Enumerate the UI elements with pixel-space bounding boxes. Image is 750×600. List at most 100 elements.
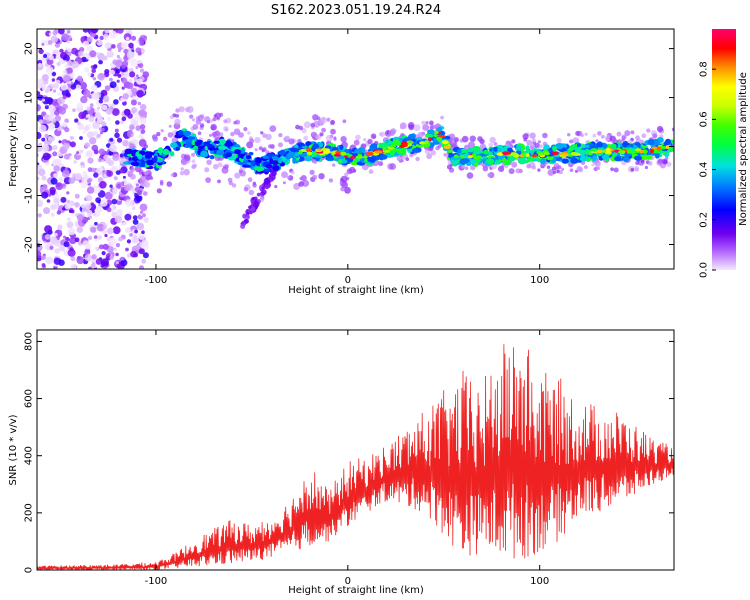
- heatmap-cell: [254, 157, 262, 164]
- heatmap-cell: [128, 42, 134, 49]
- heatmap-cell: [78, 111, 86, 120]
- heatmap-cell: [561, 158, 569, 164]
- heatmap-cell: [585, 144, 590, 148]
- heatmap-cell: [295, 124, 300, 130]
- heatmap-cell: [303, 121, 311, 129]
- heatmap-cell: [272, 165, 280, 171]
- heatmap-cell: [498, 155, 504, 160]
- heatmap-cell: [102, 225, 107, 230]
- snr-x-axis-label: Height of straight line (km): [288, 585, 424, 596]
- heatmap-cell: [44, 105, 49, 110]
- heatmap-cell: [37, 168, 46, 176]
- heatmap-cell: [441, 140, 449, 145]
- heatmap-cell: [58, 29, 65, 35]
- heatmap-cell: [39, 124, 47, 133]
- heatmap-cell: [200, 150, 208, 157]
- heatmap-cell: [70, 84, 77, 90]
- heatmap-cell: [98, 59, 103, 65]
- heatmap-cell: [156, 131, 161, 137]
- heatmap-cell: [317, 116, 321, 121]
- heatmap-cell: [277, 157, 283, 164]
- heatmap-cell: [502, 151, 509, 156]
- heatmap-cell: [182, 130, 192, 137]
- heatmap-cell: [184, 139, 193, 143]
- heatmap-cell: [74, 172, 82, 181]
- heatmap-cell: [412, 141, 417, 145]
- heatmap-cell: [90, 29, 99, 34]
- heatmap-cell: [120, 222, 124, 226]
- heatmap-cell: [325, 134, 333, 142]
- heatmap-cell: [116, 29, 124, 34]
- heatmap-cell: [111, 108, 120, 116]
- heatmap-cell: [389, 150, 396, 155]
- heatmap-cell: [101, 104, 108, 111]
- heatmap-cell: [74, 79, 78, 83]
- heatmap-cell: [87, 157, 94, 164]
- heatmap-cell: [561, 152, 569, 157]
- heatmap-cell: [209, 155, 215, 160]
- heatmap-cell: [438, 135, 447, 138]
- snr-x-ticks: -100 0 100: [145, 330, 549, 587]
- heatmap-cell: [278, 133, 283, 138]
- heatmap-cell: [82, 240, 90, 247]
- heatmap-cell: [644, 165, 649, 170]
- colorbar-tick-label: 0.8: [699, 61, 710, 77]
- heatmap-cell: [303, 135, 309, 141]
- heatmap-cell: [191, 152, 196, 157]
- heatmap-cell: [453, 154, 459, 159]
- heatmap-cell: [105, 108, 113, 115]
- heatmap-cell: [319, 132, 324, 137]
- heatmap-cell: [545, 155, 554, 161]
- heatmap-cell: [76, 256, 85, 265]
- heatmap-cell: [630, 167, 635, 172]
- heatmap-cell: [260, 131, 264, 135]
- heatmap-cell: [137, 60, 141, 65]
- heatmap-cell: [91, 254, 97, 260]
- heatmap-cell: [515, 168, 521, 174]
- heatmap-cell: [99, 130, 104, 135]
- heatmap-cell: [42, 144, 50, 152]
- heatmap-cell: [85, 114, 90, 118]
- heatmap-cell: [109, 237, 117, 246]
- heatmap-cell: [66, 30, 71, 34]
- heatmap-cell: [128, 78, 133, 83]
- heatmap-cell: [353, 139, 360, 146]
- heatmap-cell: [502, 159, 511, 166]
- heatmap-cell: [63, 153, 70, 160]
- heatmap-cell: [139, 41, 145, 46]
- heatmap-cell: [138, 196, 142, 200]
- heatmap-cell: [179, 171, 185, 176]
- heatmap-cell: [183, 168, 190, 176]
- heatmap-cell: [73, 160, 77, 164]
- heatmap-cell: [197, 145, 204, 150]
- heatmap-cell: [338, 159, 343, 164]
- heatmap-cell: [115, 252, 119, 257]
- heatmap-cell: [666, 161, 672, 167]
- heatmap-cell: [134, 116, 139, 121]
- spectrogram-y-axis-label: Frequency (Hz): [8, 111, 19, 187]
- heatmap-cell: [55, 54, 61, 60]
- heatmap-cell: [143, 144, 149, 149]
- heatmap-cell: [309, 169, 315, 175]
- heatmap-cell: [597, 141, 603, 148]
- heatmap-cell: [138, 248, 145, 255]
- heatmap-cell: [526, 163, 531, 169]
- heatmap-cell: [278, 142, 283, 148]
- spectrogram-y-tick-label: 0: [24, 143, 35, 149]
- heatmap-cell: [140, 130, 145, 134]
- heatmap-cell: [543, 144, 550, 150]
- heatmap-cell: [522, 133, 529, 140]
- heatmap-cell: [288, 138, 295, 145]
- heatmap-cell: [188, 136, 196, 140]
- heatmap-cell: [623, 156, 630, 163]
- heatmap-cell: [254, 136, 261, 144]
- heatmap-cell: [510, 152, 518, 156]
- heatmap-cell: [53, 173, 59, 179]
- snr-y-tick-label: 200: [24, 503, 35, 522]
- heatmap-cell: [204, 116, 211, 123]
- heatmap-cell: [55, 159, 62, 165]
- heatmap-cell: [223, 119, 228, 124]
- heatmap-cell: [300, 175, 307, 181]
- spectrogram-x-tick-label: 0: [345, 275, 351, 286]
- heatmap-cell: [89, 50, 97, 58]
